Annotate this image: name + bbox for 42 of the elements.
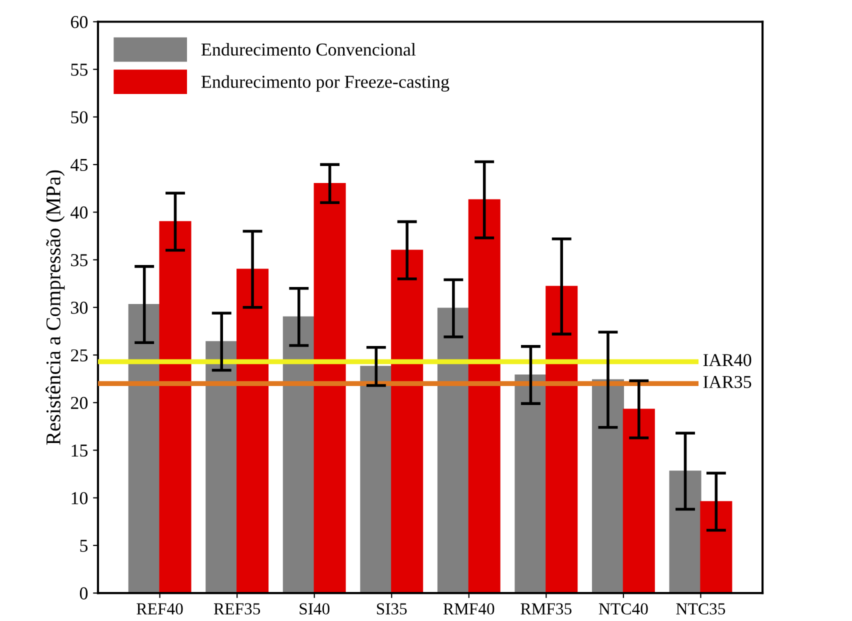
ref-line-label: IAR40 — [703, 354, 752, 366]
x-tick-label: REF40 — [136, 603, 183, 615]
bar — [159, 221, 192, 594]
y-tick-label: 25 — [70, 349, 88, 362]
bar — [236, 268, 269, 594]
bar — [669, 470, 702, 594]
y-tick-label: 45 — [70, 158, 88, 172]
bar — [206, 341, 238, 594]
legend-label: Endurecimento Convencional — [201, 42, 416, 56]
bar — [314, 183, 346, 594]
y-axis-title: Resistência a Compressão (MPa) — [46, 170, 65, 445]
x-tick-label: RMF35 — [520, 603, 572, 615]
y-tick-label: 60 — [70, 16, 88, 28]
legend-label: Endurecimento por Freeze-casting — [201, 75, 450, 92]
x-tick-label: SI35 — [376, 603, 407, 615]
y-tick-label: 0 — [80, 587, 88, 600]
bar — [514, 374, 547, 594]
y-tick-label: 5 — [80, 540, 88, 552]
x-tick-label: NTC40 — [598, 603, 648, 615]
bar — [700, 501, 732, 594]
bar — [437, 308, 470, 594]
x-tick-label: REF35 — [214, 603, 260, 615]
y-tick-label: 30 — [71, 302, 88, 314]
bar — [360, 366, 392, 594]
x-tick-label: NTC35 — [676, 603, 726, 615]
bar — [468, 199, 500, 594]
ref-line-label: IAR35 — [703, 376, 752, 388]
y-tick-label: 35 — [71, 254, 88, 266]
bar — [546, 286, 578, 594]
bar — [592, 379, 624, 594]
y-tick-label: 15 — [72, 444, 88, 457]
y-tick-label: 55 — [71, 64, 88, 76]
bar — [622, 408, 655, 594]
x-tick-label: SI40 — [300, 603, 330, 615]
bar — [128, 304, 160, 594]
y-tick-label: 20 — [70, 396, 88, 410]
y-tick-label: 50 — [71, 111, 88, 124]
bar — [391, 250, 424, 594]
y-tick-label: 10 — [72, 492, 88, 504]
bar — [282, 316, 315, 594]
x-tick-label: RMF40 — [443, 603, 494, 615]
y-tick-label: 40 — [70, 206, 88, 219]
